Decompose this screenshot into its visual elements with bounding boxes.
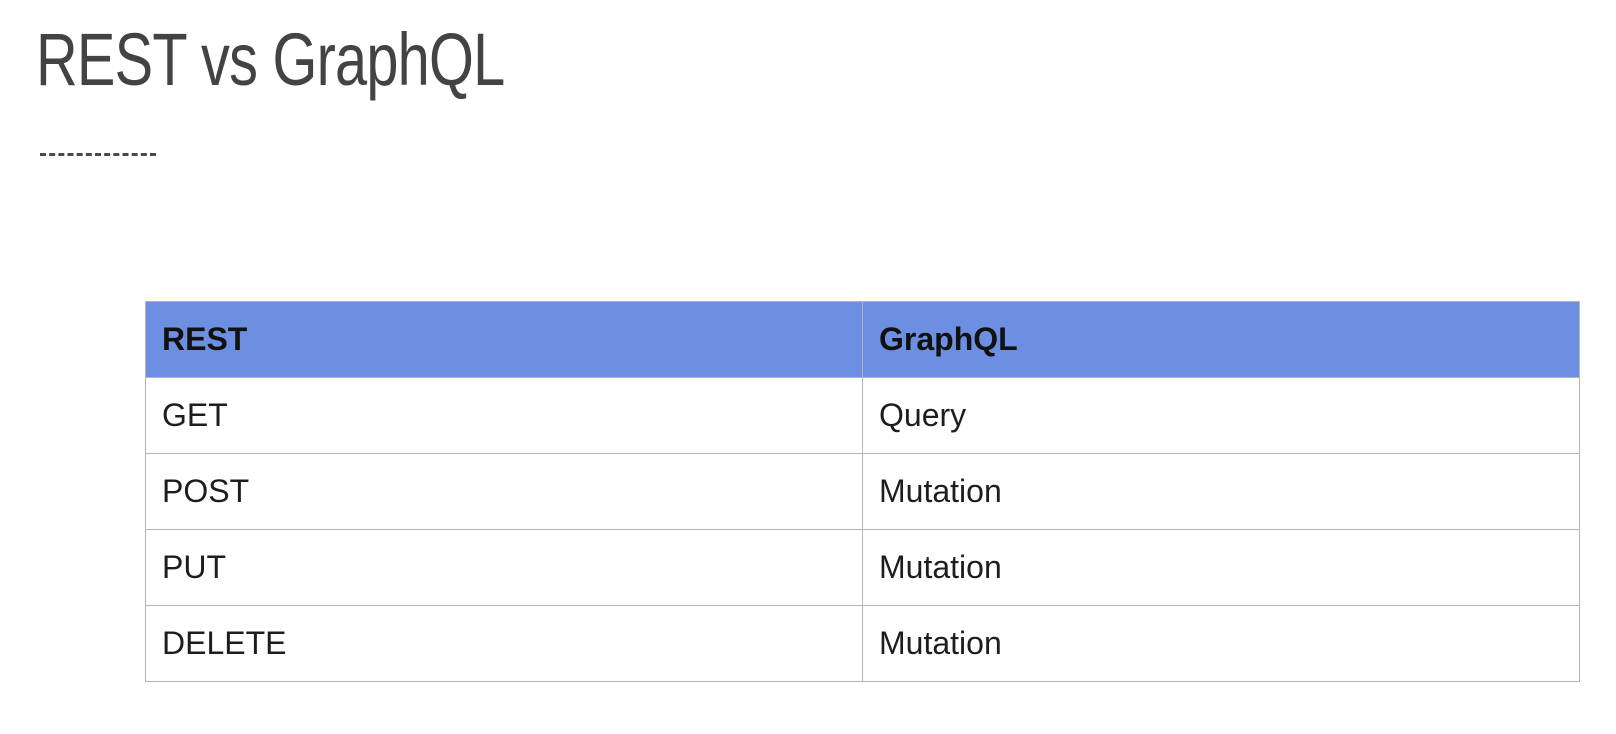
table-row: GET Query [145, 377, 1580, 454]
column-header-graphql: GraphQL [862, 301, 1580, 378]
rest-graphql-comparison-table: REST GraphQL GET Query POST Mutation PUT… [145, 301, 1580, 682]
table-header-row: REST GraphQL [145, 301, 1580, 378]
title-underline-divider [40, 153, 156, 156]
graphql-operation-cell: Mutation [862, 605, 1580, 682]
table-row: DELETE Mutation [145, 605, 1580, 682]
graphql-operation-cell: Mutation [862, 453, 1580, 530]
rest-method-cell: GET [145, 377, 863, 454]
rest-method-cell: DELETE [145, 605, 863, 682]
slide-title: REST vs GraphQL [36, 18, 505, 101]
table-row: PUT Mutation [145, 529, 1580, 606]
comparison-table-container: REST GraphQL GET Query POST Mutation PUT… [145, 301, 1580, 682]
rest-method-cell: POST [145, 453, 863, 530]
graphql-operation-cell: Mutation [862, 529, 1580, 606]
column-header-rest: REST [145, 301, 863, 378]
table-row: POST Mutation [145, 453, 1580, 530]
graphql-operation-cell: Query [862, 377, 1580, 454]
rest-method-cell: PUT [145, 529, 863, 606]
